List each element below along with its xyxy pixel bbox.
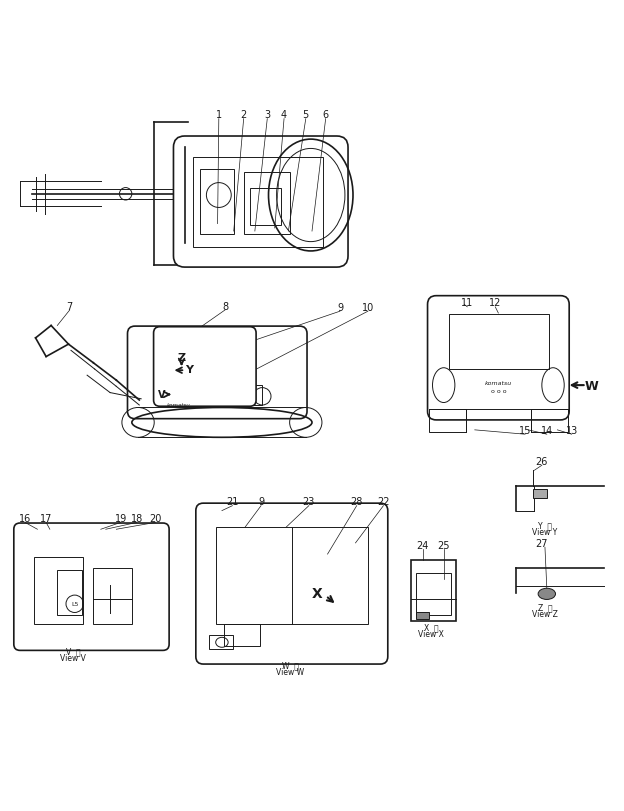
Text: 11: 11 [461,298,474,308]
FancyBboxPatch shape [196,504,388,664]
Text: 23: 23 [303,496,315,507]
Text: W  様: W 様 [282,660,299,669]
Bar [208,341,241,388]
Text: 7: 7 [67,301,73,311]
Text: 16: 16 [19,513,31,523]
Text: 12: 12 [489,298,502,308]
Text: View V: View V [60,653,85,662]
Text: W: W [585,380,598,393]
Text: komatsu: komatsu [485,380,512,385]
Bar [168,341,204,388]
Text: View Z: View Z [532,610,558,619]
Text: 28: 28 [351,496,363,507]
Bar [216,528,368,624]
Text: 27: 27 [535,539,548,548]
Bar [416,573,451,616]
Text: 2: 2 [240,110,246,120]
Bar [200,169,235,235]
Text: View W: View W [276,667,305,676]
Text: 22: 22 [377,496,390,507]
Bar [34,557,84,624]
Text: 9: 9 [258,496,264,507]
Text: 17: 17 [40,513,52,523]
Text: 21: 21 [227,496,238,507]
Text: View Y: View Y [532,528,558,537]
Text: 19: 19 [115,513,127,523]
Text: 14: 14 [541,425,553,436]
Bar [210,636,233,650]
Text: 3: 3 [264,110,270,120]
Text: V: V [158,390,165,400]
Text: 4: 4 [281,110,287,120]
Text: o o o: o o o [490,388,506,393]
Text: Y: Y [185,364,193,375]
Bar [250,188,281,225]
FancyBboxPatch shape [154,328,256,407]
Text: Z: Z [177,352,185,362]
Ellipse shape [538,589,555,599]
Text: 13: 13 [565,425,578,436]
Bar [533,490,547,499]
Text: komatsu: komatsu [167,403,190,408]
Bar [416,612,429,620]
Text: Y  様: Y 様 [538,521,552,530]
Bar [238,386,262,406]
Text: 10: 10 [362,303,374,312]
Bar [243,173,290,235]
Text: 6: 6 [323,110,329,120]
Text: 9: 9 [337,303,343,312]
Bar [429,410,466,433]
Bar [57,571,82,616]
Bar [449,315,549,370]
Text: Z  様: Z 様 [538,603,552,611]
Text: 25: 25 [437,540,450,550]
FancyBboxPatch shape [14,523,169,650]
FancyBboxPatch shape [173,137,348,268]
Text: X  様: X 様 [424,623,439,632]
Text: X: X [311,586,323,600]
Text: 8: 8 [222,301,228,311]
Text: 18: 18 [130,513,143,523]
Text: L5: L5 [71,602,79,607]
Text: View X: View X [418,629,444,638]
Text: V  様: V 様 [66,646,80,655]
Text: 15: 15 [519,425,531,436]
Text: 26: 26 [535,457,548,466]
FancyBboxPatch shape [127,327,307,419]
Bar [530,410,568,433]
Bar [193,157,323,247]
Text: 24: 24 [416,540,429,550]
Text: 1: 1 [216,110,222,120]
Text: 5: 5 [303,110,309,120]
Bar [224,624,260,646]
Bar [411,560,456,621]
Bar [94,568,132,624]
Text: 20: 20 [149,513,162,523]
FancyBboxPatch shape [427,296,569,420]
